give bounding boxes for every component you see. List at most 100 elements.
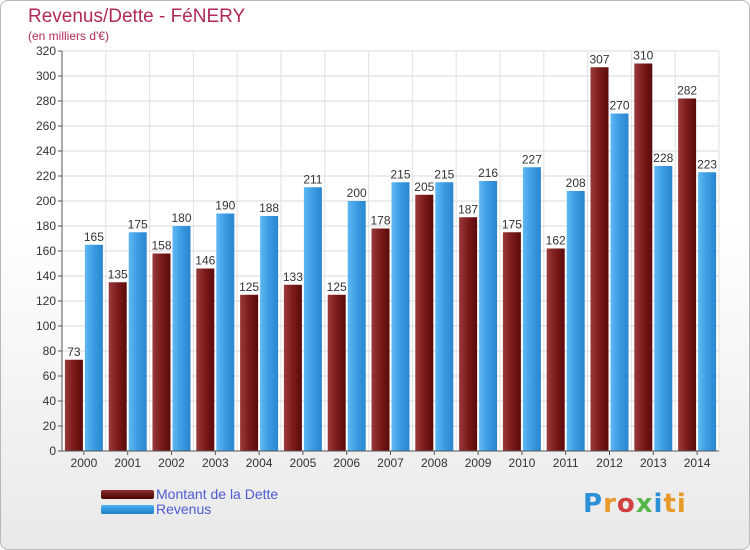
data-label-dette: 73 (67, 345, 81, 359)
chart-subtitle: (en milliers d'€) (28, 29, 109, 43)
data-label-revenus: 223 (697, 157, 717, 171)
x-tick-label: 2002 (158, 456, 185, 470)
legend-label-revenus: Revenus (156, 501, 212, 517)
legend-swatch-dette (101, 490, 154, 499)
bar-revenus (698, 172, 717, 451)
data-label-revenus: 165 (84, 230, 104, 244)
logo-letter: o (616, 489, 636, 519)
bar-dette (634, 63, 653, 451)
bar-dette (152, 253, 171, 451)
data-label-revenus: 227 (522, 152, 542, 166)
data-label-dette: 307 (589, 52, 609, 66)
bar-dette (546, 248, 565, 451)
bar-dette (371, 228, 390, 451)
data-label-revenus: 190 (215, 199, 235, 213)
bar-revenus (172, 226, 191, 451)
y-tick-label: 300 (36, 69, 56, 83)
y-tick-label: 320 (36, 44, 56, 58)
bar-dette (327, 294, 346, 451)
data-label-dette: 146 (195, 254, 215, 268)
data-label-dette: 178 (370, 214, 390, 228)
bar-revenus (479, 181, 498, 451)
y-tick-label: 200 (36, 194, 56, 208)
bar-revenus (303, 187, 322, 451)
data-label-revenus: 215 (434, 167, 454, 181)
x-tick-label: 2006 (333, 456, 360, 470)
x-tick-label: 2003 (202, 456, 229, 470)
y-tick-label: 80 (43, 344, 57, 358)
x-tick-label: 2014 (684, 456, 711, 470)
y-tick-label: 120 (36, 294, 56, 308)
y-tick-label: 260 (36, 119, 56, 133)
bar-dette (415, 194, 434, 451)
bar-revenus (522, 167, 541, 451)
data-label-revenus: 180 (171, 211, 191, 225)
logo-letter: P (583, 489, 604, 519)
data-label-dette: 205 (414, 180, 434, 194)
logo-letter: x (635, 489, 654, 519)
data-label-revenus: 215 (390, 167, 410, 181)
bar-revenus (128, 232, 147, 451)
bar-revenus (566, 191, 585, 451)
data-label-revenus: 228 (653, 151, 673, 165)
data-label-revenus: 211 (303, 172, 322, 186)
logo-letter: r (603, 489, 617, 519)
data-label-revenus: 188 (259, 201, 279, 215)
y-tick-label: 240 (36, 144, 56, 158)
y-tick-label: 60 (43, 369, 57, 383)
y-tick-label: 180 (36, 219, 56, 233)
data-label-dette: 187 (458, 202, 478, 216)
bar-revenus (260, 216, 279, 451)
data-label-dette: 158 (151, 239, 171, 253)
x-tick-label: 2013 (640, 456, 667, 470)
bar-dette (459, 217, 478, 451)
x-tick-label: 2012 (596, 456, 623, 470)
proxiti-logo: Proxiti (583, 489, 687, 519)
y-tick-label: 40 (43, 394, 57, 408)
data-label-dette: 135 (108, 267, 128, 281)
y-tick-label: 220 (36, 169, 56, 183)
x-tick-label: 2005 (290, 456, 317, 470)
bar-dette (590, 67, 609, 451)
x-tick-label: 2001 (114, 456, 141, 470)
logo-letter: ti (663, 489, 687, 519)
y-tick-label: 20 (43, 419, 57, 433)
y-tick-label: 0 (49, 444, 56, 458)
data-label-revenus: 175 (128, 217, 148, 231)
bar-dette (108, 282, 127, 451)
bar-dette (196, 268, 215, 451)
y-tick-label: 280 (36, 94, 56, 108)
bar-revenus (610, 113, 629, 451)
y-tick-label: 140 (36, 269, 56, 283)
data-label-dette: 125 (327, 280, 347, 294)
bar-revenus (391, 182, 410, 451)
x-tick-label: 2004 (246, 456, 273, 470)
bar-dette (240, 294, 259, 451)
x-tick-label: 2010 (509, 456, 536, 470)
legend-label-dette: Montant de la Dette (156, 486, 279, 502)
data-label-dette: 162 (546, 234, 566, 248)
bar-revenus (435, 182, 454, 451)
logo-letter: i (653, 489, 664, 519)
data-label-dette: 310 (633, 49, 653, 63)
bar-revenus (654, 166, 673, 451)
bar-revenus (84, 244, 103, 451)
bar-dette (678, 98, 697, 451)
data-label-dette: 133 (283, 270, 303, 284)
bar-dette (502, 232, 521, 451)
data-label-dette: 125 (239, 280, 259, 294)
bar-dette (64, 359, 83, 451)
x-tick-label: 2007 (377, 456, 404, 470)
x-tick-label: 2011 (553, 456, 579, 470)
data-label-revenus: 270 (609, 99, 629, 113)
legend-swatch-revenus (101, 505, 154, 514)
data-label-dette: 282 (677, 84, 697, 98)
data-label-revenus: 200 (347, 186, 367, 200)
bar-revenus (216, 213, 235, 451)
y-tick-label: 100 (36, 319, 56, 333)
bar-dette (283, 284, 302, 451)
data-label-dette: 175 (502, 217, 522, 231)
data-label-revenus: 208 (566, 176, 586, 190)
